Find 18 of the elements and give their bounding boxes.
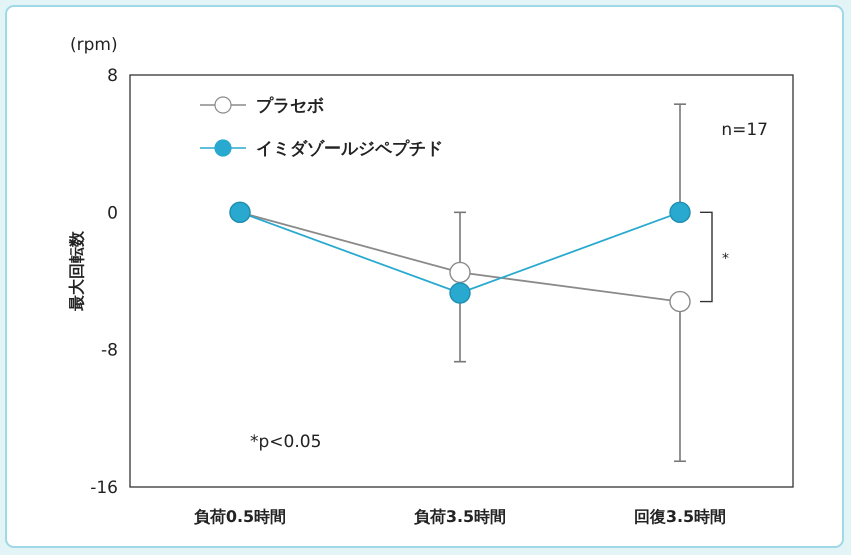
y-tick-label: -8 xyxy=(101,340,118,361)
point xyxy=(449,282,471,304)
legend-label: プラセボ xyxy=(256,96,324,116)
x-tick-label: 回復3.5時間 xyxy=(634,507,726,526)
point xyxy=(669,290,691,312)
point xyxy=(669,202,691,224)
x-tick-label: 負荷3.5時間 xyxy=(414,507,506,526)
y-tick-label: 8 xyxy=(107,66,118,86)
y-tick-label: 0 xyxy=(107,203,118,224)
point xyxy=(449,262,471,284)
x-tick-label: 負荷0.5時間 xyxy=(194,507,286,526)
text: (rpm) xyxy=(70,35,118,55)
annotation: *p<0.05 xyxy=(250,432,322,452)
annotation: n=17 xyxy=(721,120,768,140)
annotation: * xyxy=(722,250,729,267)
legend-label: イミダゾールジペプチド xyxy=(256,139,443,159)
y-axis-title: 最大回転数 xyxy=(67,230,86,312)
y-tick-label: -16 xyxy=(90,478,118,498)
